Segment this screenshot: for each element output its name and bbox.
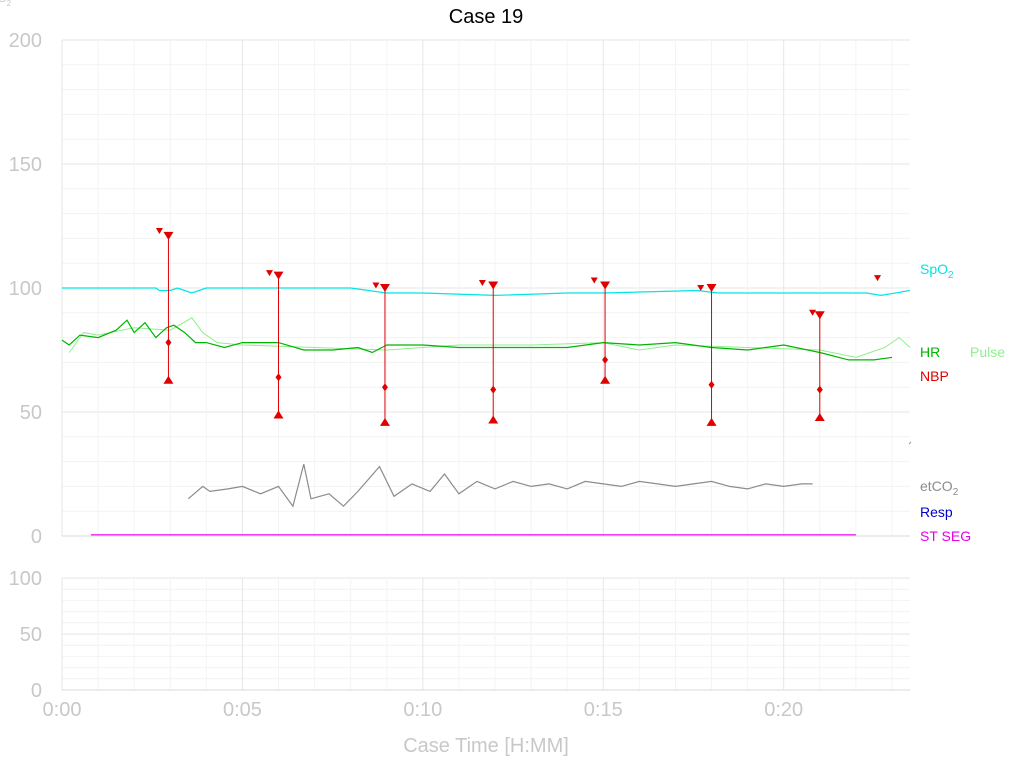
series-line-hr	[61, 319, 893, 361]
y-tick-label: 100	[9, 278, 42, 300]
nbp-diastolic-marker	[163, 375, 174, 384]
edge-tick	[908, 441, 912, 445]
nbp-systolic-marker	[273, 271, 284, 280]
legend-label-subscript: 2	[948, 270, 954, 281]
series-line-pulse	[68, 317, 911, 358]
nbp-layer	[155, 227, 912, 445]
legend-label-text: Resp	[920, 504, 953, 520]
nbp-aux-marker	[155, 227, 163, 234]
legend-label-hr: HR	[920, 344, 940, 360]
nbp-aux-marker	[874, 275, 882, 282]
legend-label-text: Pulse	[970, 344, 1005, 360]
nbp-mean-marker	[381, 383, 388, 392]
nbp-systolic-marker	[379, 284, 390, 292]
legend-label-pulse: Pulse	[970, 344, 1005, 360]
nbp-systolic-marker	[163, 231, 174, 240]
nbp-diastolic-marker	[814, 412, 825, 421]
x-tick-label: 0:05	[223, 699, 262, 721]
bottom-panel-grid	[61, 577, 910, 691]
nbp-aux-marker	[697, 285, 705, 291]
nbp-mean-marker	[816, 385, 823, 394]
nbp-diastolic-marker	[706, 417, 717, 426]
y-tick-label: 50	[20, 624, 42, 646]
nbp-diastolic-marker	[379, 417, 390, 426]
nbp-diastolic-marker	[488, 415, 499, 424]
nbp-aux-marker	[590, 277, 598, 284]
nbp-systolic-marker	[600, 281, 611, 290]
nbp-mean-marker	[602, 355, 609, 364]
nbp-systolic-marker	[814, 311, 825, 320]
legend-label-etco: etCO2	[920, 478, 959, 498]
ticks-layer: 0 50 100 150 200 0 50 100 0:00 0:05 0:10 0:15 0:20	[9, 30, 804, 721]
legend-label-spo: SpO2	[920, 261, 954, 281]
nbp-diastolic-marker	[273, 410, 284, 419]
x-tick-label: 0:15	[584, 699, 623, 721]
x-axis-label: Case Time [H:MM]	[403, 735, 569, 757]
legend-label-text: ST SEG	[920, 528, 971, 544]
legend-label-text: NBP	[920, 368, 949, 384]
series-line-etco2	[187, 463, 813, 508]
corner-label-sub: 2	[7, 0, 12, 8]
nbp-mean-marker	[275, 373, 282, 382]
legend-label-resp: Resp	[920, 504, 953, 520]
x-tick-label: 0:20	[764, 699, 803, 721]
y-tick-label: 50	[20, 402, 42, 424]
corner-label: O2	[0, 0, 12, 8]
chart-title: Case 19	[449, 6, 524, 28]
top-panel-grid	[61, 39, 910, 537]
x-tick-label: 0:10	[403, 699, 442, 721]
y-tick-label: 200	[9, 30, 42, 52]
nbp-aux-marker	[809, 309, 817, 316]
legend-label-text: SpO	[920, 261, 948, 277]
nbp-aux-marker	[372, 282, 380, 289]
legend-label-text: HR	[920, 344, 940, 360]
nbp-systolic-marker	[488, 281, 499, 290]
legend-label-nbp: NBP	[920, 368, 949, 384]
nbp-mean-marker	[708, 380, 715, 389]
y-tick-label: 150	[9, 154, 42, 176]
x-tick-label: 0:00	[43, 699, 82, 721]
nbp-mean-marker	[165, 338, 172, 347]
corner-label-main: O	[0, 0, 7, 5]
legend-label-st-seg: ST SEG	[920, 528, 971, 544]
nbp-diastolic-marker	[600, 375, 611, 384]
nbp-aux-marker	[478, 280, 486, 287]
nbp-mean-marker	[490, 385, 497, 394]
legend-label-text: etCO	[920, 478, 953, 494]
nbp-systolic-marker	[706, 284, 717, 292]
y-tick-label: 100	[9, 568, 42, 590]
series-line-spo2	[62, 287, 911, 297]
legend-label-subscript: 2	[953, 487, 959, 498]
y-tick-label: 0	[31, 526, 42, 548]
nbp-aux-marker	[265, 270, 273, 277]
series-layer	[61, 287, 911, 536]
y-tick-label: 0	[31, 680, 42, 702]
